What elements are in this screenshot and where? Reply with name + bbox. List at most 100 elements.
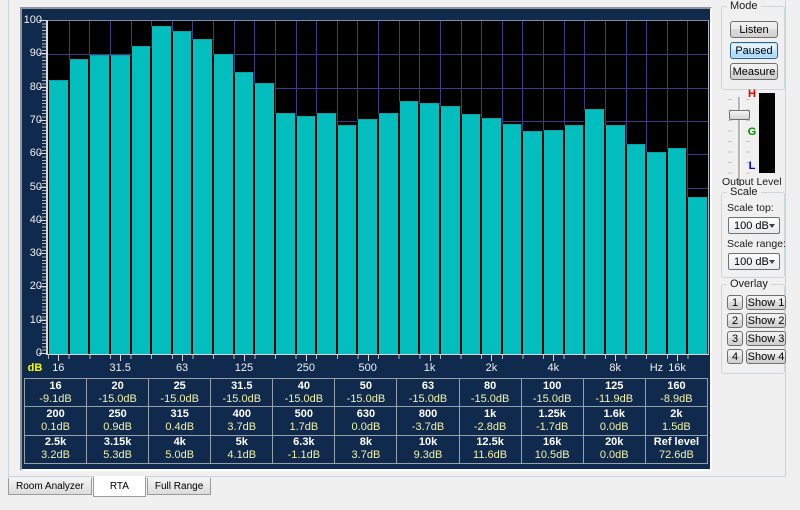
band-value: -15.0dB <box>346 392 386 405</box>
band-frequency: 2.5k <box>44 436 67 449</box>
spectrum-bar <box>563 125 585 354</box>
overlay-4-button[interactable]: 4 <box>727 349 743 364</box>
band-cell: 16 -9.1dB <box>23 377 88 408</box>
band-frequency: 16k <box>542 436 562 449</box>
band-value: 0.1dB <box>41 420 70 433</box>
spectrum-bar <box>109 55 131 354</box>
y-axis-tick-label: 50 <box>29 180 42 193</box>
spectrum-bar <box>666 147 688 354</box>
band-cell: 20k 0.0dB <box>582 434 646 465</box>
table-row: 200 0.1dB 250 0.9dB 315 0.4dB 400 3.7dB 500 1.7dB… <box>23 406 709 436</box>
spectrum-bar <box>378 112 399 354</box>
mode-group: Mode Listen Paused Measure <box>721 0 785 90</box>
x-axis-major-tick <box>429 355 431 361</box>
band-frequency: 3.15k <box>103 436 132 449</box>
y-axis-major-tick <box>39 286 46 288</box>
meter-high-mark: H <box>748 88 756 100</box>
band-frequency: 1.6k <box>603 407 625 420</box>
overlay-3-button[interactable]: 3 <box>727 331 743 346</box>
scale-top-label: Scale top: <box>727 202 774 214</box>
overlay-1-button[interactable]: 1 <box>727 295 743 310</box>
band-frequency: 10k <box>418 436 438 449</box>
show-3-button[interactable]: Show 3 <box>746 331 786 346</box>
x-axis-major-tick <box>182 355 184 361</box>
spectrum-bar <box>687 197 708 354</box>
band-cell: 25 -15.0dB <box>148 377 212 408</box>
scale-top-dropdown[interactable]: 100 dB <box>728 217 780 234</box>
y-axis-major-tick <box>39 53 46 55</box>
spectrum-bar <box>584 109 605 354</box>
tab-rta[interactable]: RTA <box>92 476 146 497</box>
db-unit-label: dB <box>27 362 43 374</box>
output-level-slider-thumb[interactable] <box>729 110 750 120</box>
spectrum-bar <box>89 54 110 354</box>
band-value: 5.0dB <box>165 449 195 462</box>
band-value: -11.9dB <box>595 392 634 405</box>
band-value: 1.5dB <box>662 420 691 433</box>
spectrum-bar <box>295 115 317 354</box>
band-frequency: 500 <box>294 407 314 420</box>
y-axis-tick-label: 30 <box>29 247 42 260</box>
band-frequency: 1k <box>483 407 497 420</box>
measure-button[interactable]: Measure <box>730 63 778 80</box>
chevron-down-icon <box>769 259 775 264</box>
band-cell: 16k 10.5dB <box>520 434 584 465</box>
x-axis-line <box>46 353 709 355</box>
band-value: -9.1dB <box>39 392 72 405</box>
listen-button[interactable]: Listen <box>730 21 778 38</box>
x-axis-major-tick <box>305 355 307 361</box>
band-frequency: 160 <box>667 379 686 392</box>
x-axis-minor-ticks <box>48 355 708 359</box>
x-axis-tick-label: 63 <box>175 362 189 374</box>
band-cell: 800 -3.7dB <box>396 406 460 436</box>
spectrum-bar <box>625 143 647 354</box>
band-value: 10.5dB <box>534 449 570 462</box>
band-frequency: 315 <box>170 407 189 420</box>
gridline-vertical <box>687 21 689 354</box>
band-cell: 6.3k -1.1dB <box>272 434 336 465</box>
spectrum-bar <box>543 129 564 354</box>
band-cell: 80 -15.0dB <box>458 377 522 408</box>
y-axis-tick-label: 100 <box>23 14 42 26</box>
band-value: -15.0dB <box>408 392 448 405</box>
slider-ticks-left <box>728 99 732 183</box>
x-axis-major-tick <box>553 355 555 361</box>
band-value: -15.0dB <box>160 392 199 405</box>
x-axis-major-tick <box>491 355 493 361</box>
spectrum-bar <box>357 118 378 354</box>
paused-button[interactable]: Paused <box>730 42 778 59</box>
band-value: -15.0dB <box>470 392 510 405</box>
show-1-button[interactable]: Show 1 <box>746 295 786 310</box>
y-axis-tick-label: 60 <box>29 147 42 160</box>
band-cell: 63 -15.0dB <box>396 377 460 408</box>
scale-range-dropdown[interactable]: 100 dB <box>728 253 780 270</box>
x-axis-tick-label: 16 <box>52 362 65 374</box>
band-cell: 40 -15.0dB <box>272 377 336 408</box>
slider-ticks-right <box>746 99 750 183</box>
y-axis-major-tick <box>39 253 46 255</box>
band-cell: 630 0.0dB <box>334 406 398 436</box>
y-axis-major-tick <box>39 20 46 21</box>
tab-full-range[interactable]: Full Range <box>146 478 212 495</box>
overlay-2-button[interactable]: 2 <box>727 313 743 328</box>
x-axis-tick-label: 125 <box>234 362 254 374</box>
output-level-slider-track <box>738 97 741 185</box>
spectrum-bar <box>604 124 626 354</box>
band-frequency: 2k <box>670 407 683 420</box>
band-frequency: 31.5 <box>231 379 253 392</box>
band-value: 11.6dB <box>473 449 508 462</box>
x-axis-major-tick <box>615 355 617 361</box>
show-4-button[interactable]: Show 4 <box>746 349 786 364</box>
y-axis-line <box>46 20 48 355</box>
spectrum-bar <box>646 151 667 354</box>
y-axis-major-tick <box>39 319 46 321</box>
band-cell: 8k 3.7dB <box>334 434 398 465</box>
band-cell: 12.5k 11.6dB <box>458 434 522 465</box>
spectrum-bar <box>151 25 172 354</box>
spectrum-bar <box>336 124 358 354</box>
band-frequency: 200 <box>46 407 65 420</box>
show-2-button[interactable]: Show 2 <box>746 313 786 328</box>
tab-room-analyzer[interactable]: Room Analyzer <box>8 478 92 495</box>
scale-group-title: Scale <box>727 186 761 198</box>
